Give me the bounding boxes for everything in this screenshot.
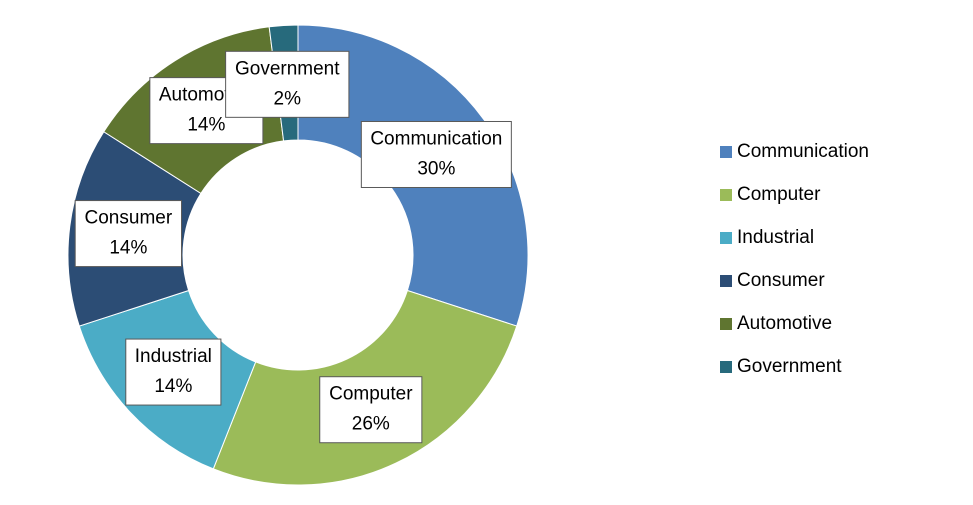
data-label-name: Government — [235, 58, 340, 79]
data-label-box — [360, 120, 512, 188]
data-label: Industrial 14% — [125, 338, 222, 406]
data-label-value: 26% — [352, 414, 390, 435]
data-label-box — [125, 338, 222, 406]
data-label-box — [319, 376, 423, 444]
data-label-value: 2% — [274, 88, 302, 109]
data-label-name: Industrial — [135, 346, 212, 367]
data-label-value: 30% — [417, 159, 455, 180]
legend-label: Automotive — [737, 313, 832, 334]
legend-label: Communication — [737, 141, 869, 162]
data-label: Communication 30% — [360, 120, 512, 188]
legend-label: Industrial — [737, 227, 814, 248]
data-label: Consumer 14% — [74, 200, 183, 268]
data-label: Computer 26% — [319, 376, 423, 444]
legend-swatch — [720, 232, 732, 244]
legend-label: Computer — [737, 184, 821, 205]
legend-label: Consumer — [737, 270, 825, 291]
legend-swatch — [720, 275, 732, 287]
data-label-value: 14% — [109, 238, 147, 259]
data-label: Government 2% — [225, 50, 350, 118]
data-label-box — [225, 50, 350, 118]
data-label-value: 14% — [187, 115, 225, 136]
legend-label: Government — [737, 356, 842, 377]
data-label-name: Consumer — [85, 208, 173, 229]
data-label-name: Computer — [329, 384, 413, 405]
data-label-box — [74, 200, 183, 268]
legend-swatch — [720, 361, 732, 373]
legend-swatch — [720, 318, 732, 330]
data-label-name: Communication — [370, 129, 502, 150]
legend-swatch — [720, 189, 732, 201]
data-label-value: 14% — [154, 376, 192, 397]
legend-swatch — [720, 146, 732, 158]
